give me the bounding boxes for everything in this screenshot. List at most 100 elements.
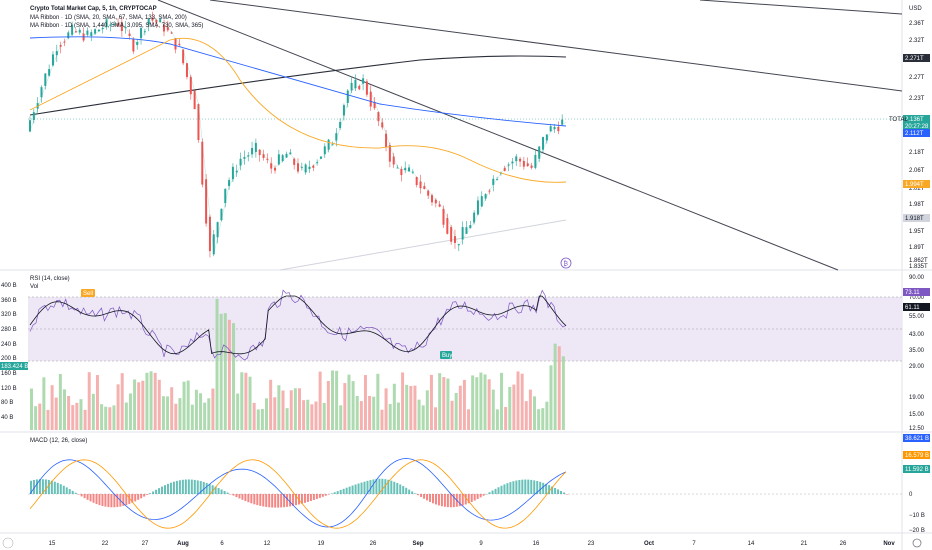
macd-histogram-bar bbox=[443, 494, 446, 507]
macd-histogram-bar bbox=[208, 484, 211, 494]
candle-body bbox=[297, 163, 299, 172]
macd-histogram-bar bbox=[161, 486, 164, 494]
volume-bar bbox=[512, 384, 516, 430]
sma-blue-line[interactable] bbox=[29, 36, 567, 127]
trendline-down-2[interactable] bbox=[209, 0, 903, 92]
gear-icon[interactable] bbox=[912, 538, 922, 548]
volume-bar bbox=[166, 396, 170, 430]
macd-histogram-bar bbox=[476, 494, 479, 500]
macd-plot bbox=[29, 458, 568, 529]
candle-body bbox=[51, 54, 54, 66]
logo-icon[interactable] bbox=[2, 537, 14, 549]
macd-histogram-bar bbox=[74, 492, 77, 494]
buy-marker[interactable] bbox=[440, 351, 452, 359]
volume-bar bbox=[409, 385, 413, 430]
rsi-line bbox=[29, 289, 567, 361]
volume-tick-label: 400 B bbox=[1, 283, 17, 289]
candle-body bbox=[228, 180, 231, 187]
macd-histogram-bar bbox=[536, 481, 539, 494]
event-icon[interactable] bbox=[560, 257, 572, 269]
volume-bar bbox=[46, 409, 50, 430]
ma-ribbon-2-legend[interactable]: MA Ribbon · 1D (SMA, 1,440, SMA, 3,095, … bbox=[30, 23, 203, 29]
volume-axis[interactable]: 400 B 360 B 320 B 280 B 240 B 200 B 160 B 120 B… bbox=[1, 283, 17, 421]
rsi-ma-line bbox=[29, 295, 567, 355]
ma-ribbon-1-legend[interactable]: MA Ribbon · 1D (SMA, 20, SMA, 67, SMA, 1… bbox=[30, 15, 187, 21]
volume-bar bbox=[293, 388, 297, 430]
trendline-down-3[interactable] bbox=[699, 0, 903, 15]
time-tick-label: 15 bbox=[49, 541, 56, 547]
candle-body bbox=[526, 163, 529, 167]
time-tick-label: Nov bbox=[883, 541, 895, 547]
macd-histogram-bar bbox=[566, 494, 568, 495]
macd-histogram-bar bbox=[530, 479, 533, 494]
candle-body bbox=[431, 195, 433, 203]
sma-yellow-line[interactable] bbox=[29, 37, 567, 183]
volume-bar bbox=[75, 402, 79, 430]
macd-histogram-bar bbox=[41, 479, 44, 494]
macd-histogram-bar bbox=[384, 479, 387, 494]
rsi-axis[interactable]: 90.00 70.00 55.00 43.00 35.00 29.00 bbox=[909, 275, 925, 370]
macd-histogram-bar bbox=[440, 494, 443, 507]
volume-bar bbox=[194, 389, 198, 430]
volume-bar bbox=[298, 388, 301, 430]
price-axis[interactable]: 2.36T 2.32T 2.27T 2.23T 2.18T 2.06T 2.02T 1.98T… bbox=[909, 21, 928, 270]
candle-body bbox=[143, 31, 146, 33]
sell-marker[interactable] bbox=[81, 289, 95, 297]
price-tick-label: 1.98T bbox=[909, 202, 925, 208]
volume-bar bbox=[504, 407, 508, 430]
macd-axis[interactable]: 0 −10 B −20 B bbox=[909, 492, 925, 534]
macd-histogram-bar bbox=[196, 480, 199, 494]
trendline-down-1[interactable] bbox=[157, 0, 839, 271]
sma-grey-line[interactable] bbox=[279, 219, 567, 271]
volume-bar bbox=[396, 402, 400, 430]
macd-histogram-bar bbox=[509, 482, 512, 494]
candle-body bbox=[117, 23, 120, 26]
candle-body bbox=[67, 32, 70, 39]
macd-histogram-bar bbox=[292, 494, 295, 506]
macd-histogram-bar bbox=[518, 479, 521, 494]
macd-histogram-bar bbox=[369, 480, 372, 494]
volume-bar bbox=[495, 409, 499, 430]
macd-histogram-bar bbox=[137, 494, 140, 500]
total-price-tag-text: 2.136T bbox=[905, 117, 924, 123]
candle-body bbox=[212, 234, 215, 255]
rsi-tick-label: 70.00 bbox=[909, 295, 925, 301]
macd-legend[interactable]: MACD (12, 26, close) bbox=[30, 438, 87, 444]
rsi-tags: 73.11 61.11 bbox=[903, 288, 930, 311]
volume-bar bbox=[491, 389, 495, 430]
candle-body bbox=[319, 156, 322, 159]
candle-body bbox=[258, 149, 261, 156]
macd-histogram-bar bbox=[432, 494, 434, 504]
macd-histogram-bar bbox=[342, 488, 345, 494]
volume-bar bbox=[500, 372, 504, 430]
sma-long-line[interactable] bbox=[29, 55, 567, 116]
time-tick-label: 14 bbox=[748, 541, 755, 547]
volume-bar bbox=[157, 379, 161, 430]
sma-yellow-tag-text: 1.994T bbox=[905, 182, 924, 188]
macd-histogram-bar bbox=[494, 488, 497, 494]
candle-body bbox=[312, 165, 315, 168]
macd-histogram-bar bbox=[190, 479, 193, 494]
macd-histogram-bar bbox=[89, 494, 92, 502]
volume-bar bbox=[450, 400, 454, 430]
candle-body bbox=[243, 157, 246, 159]
macd-histogram-bar bbox=[30, 480, 32, 494]
volume-bar bbox=[339, 405, 343, 430]
candle-body bbox=[316, 162, 319, 164]
time-tick-label: 16 bbox=[533, 541, 540, 547]
time-axis[interactable]: 15 22 27 Aug 6 12 19 26 Sep 9 16 23 Oct 7 14 21 26 Nov bbox=[49, 541, 896, 547]
volume-bars bbox=[30, 298, 565, 430]
rsi-legend[interactable]: RSI (14, close) bbox=[30, 276, 70, 282]
volume-bar bbox=[384, 388, 388, 430]
price-tick-label: 1.95T bbox=[909, 229, 925, 235]
candle-body bbox=[503, 167, 506, 171]
volume-bar bbox=[553, 343, 557, 430]
candle-body bbox=[74, 31, 77, 33]
macd-histogram-bar bbox=[187, 479, 190, 494]
macd-histogram-bar bbox=[35, 479, 38, 494]
trendlines[interactable] bbox=[28, 0, 903, 271]
volume-legend[interactable]: Vol bbox=[30, 284, 38, 290]
macd-histogram-bar bbox=[372, 479, 375, 494]
